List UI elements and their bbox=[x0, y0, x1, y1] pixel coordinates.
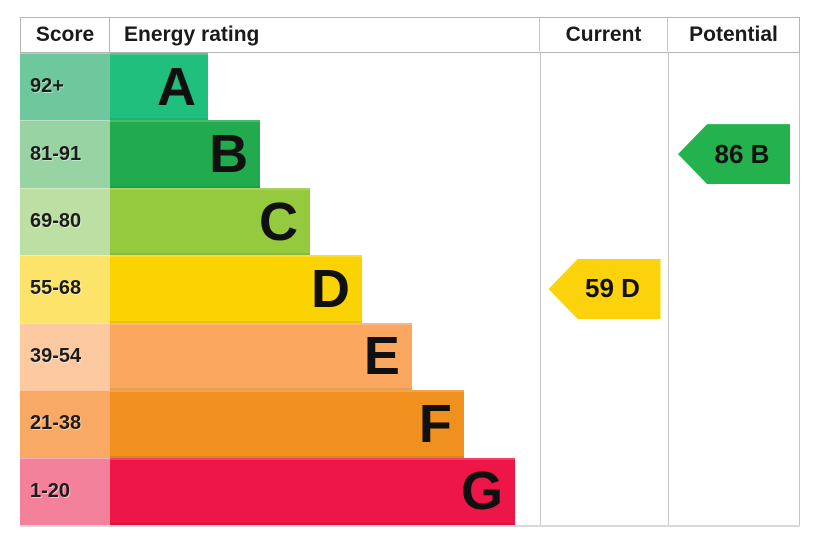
bar-area: D bbox=[110, 255, 540, 323]
table-header-row: Score Energy rating Current Potential bbox=[20, 17, 800, 53]
score-cell: 81-91 bbox=[20, 120, 110, 188]
current-cell bbox=[540, 322, 668, 391]
rating-row: 21-38 F bbox=[20, 390, 800, 458]
score-cell: 55-68 bbox=[20, 255, 110, 323]
header-score: Score bbox=[20, 17, 110, 53]
rating-row: 1-20 G bbox=[20, 457, 800, 525]
rating-bar: C bbox=[110, 187, 310, 256]
rating-row: 39-54 E bbox=[20, 322, 800, 391]
current-rating-arrow: 59 D bbox=[548, 258, 661, 319]
rating-row: 92+ A bbox=[20, 53, 800, 121]
bar-area: A bbox=[110, 53, 540, 121]
rating-letter: D bbox=[310, 258, 350, 319]
rating-letter: E bbox=[363, 326, 400, 387]
bar-area: F bbox=[110, 390, 540, 458]
score-range-label: 92+ bbox=[30, 75, 64, 98]
rating-bar: E bbox=[110, 322, 412, 391]
rating-letter: A bbox=[157, 56, 197, 117]
current-cell bbox=[540, 53, 668, 121]
potential-cell bbox=[668, 390, 800, 458]
rating-table-body: 92+ A 81-91 B 86 B 69-80 C bbox=[20, 53, 800, 527]
score-cell: 21-38 bbox=[20, 390, 110, 458]
rating-bar: A bbox=[110, 53, 209, 121]
rating-letter: F bbox=[418, 393, 452, 454]
rating-letter: G bbox=[461, 461, 504, 522]
score-range-label: 1-20 bbox=[30, 479, 71, 502]
score-cell: 92+ bbox=[20, 53, 110, 121]
rating-letter: B bbox=[209, 124, 249, 185]
current-cell bbox=[540, 390, 668, 458]
rating-letter: C bbox=[258, 191, 298, 252]
score-range-label: 55-68 bbox=[30, 277, 82, 300]
score-range-label: 81-91 bbox=[30, 142, 82, 165]
potential-cell bbox=[668, 457, 800, 525]
rating-bar: B bbox=[110, 120, 261, 188]
rating-row: 81-91 B 86 B bbox=[20, 120, 800, 188]
rating-row: 55-68 D 59 D bbox=[20, 255, 800, 323]
potential-cell bbox=[668, 322, 800, 391]
potential-cell bbox=[668, 255, 800, 323]
potential-cell bbox=[668, 53, 800, 121]
rating-bar: G bbox=[110, 457, 516, 525]
bar-area: E bbox=[110, 322, 540, 391]
header-current: Current bbox=[540, 17, 668, 53]
current-cell bbox=[540, 187, 668, 256]
header-energy-rating: Energy rating bbox=[110, 17, 540, 53]
score-range-label: 21-38 bbox=[30, 412, 82, 435]
score-range-label: 39-54 bbox=[30, 344, 82, 367]
bar-area: G bbox=[110, 457, 540, 525]
rating-table: Score Energy rating Current Potential 92… bbox=[20, 17, 800, 527]
bar-area: B bbox=[110, 120, 540, 188]
current-cell bbox=[540, 120, 668, 188]
current-cell bbox=[540, 457, 668, 525]
potential-cell: 86 B bbox=[668, 120, 800, 188]
score-cell: 39-54 bbox=[20, 322, 110, 391]
current-cell: 59 D bbox=[540, 255, 668, 323]
rating-bar: F bbox=[110, 390, 464, 458]
score-cell: 69-80 bbox=[20, 187, 110, 256]
bar-area: C bbox=[110, 187, 540, 256]
potential-rating-arrow: 86 B bbox=[678, 124, 790, 185]
rating-row: 69-80 C bbox=[20, 187, 800, 256]
header-potential: Potential bbox=[668, 17, 800, 53]
rating-bar: D bbox=[110, 255, 362, 323]
score-cell: 1-20 bbox=[20, 457, 110, 525]
score-range-label: 69-80 bbox=[30, 210, 82, 233]
potential-cell bbox=[668, 187, 800, 256]
